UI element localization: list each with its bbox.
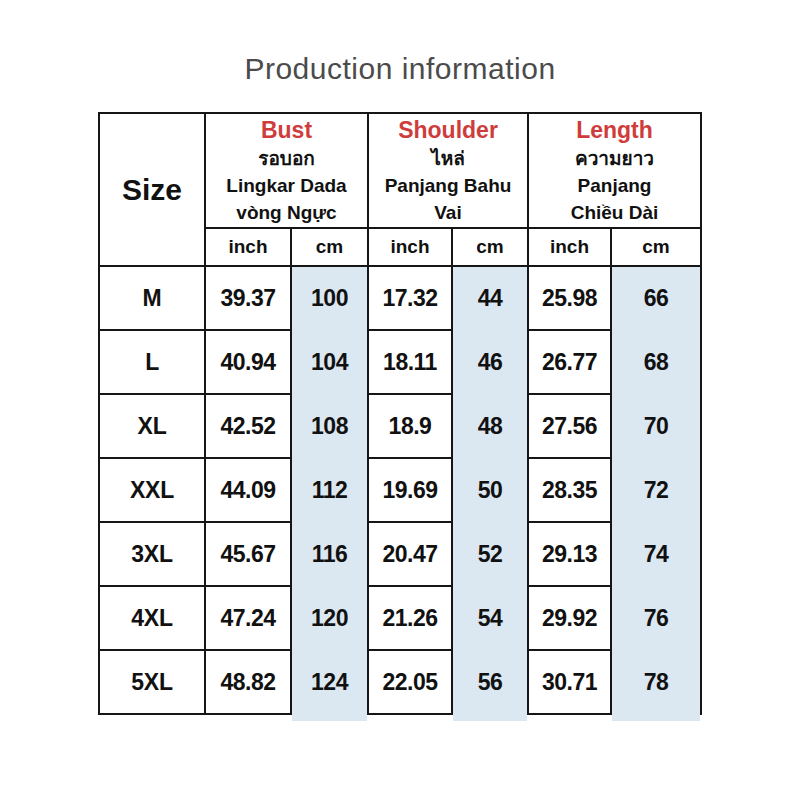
size-label-l: L — [100, 331, 204, 393]
bust-inch-header: inch — [206, 229, 290, 265]
length-label-vi: Chiều Dài — [571, 199, 659, 226]
bust-label-en: Bust — [261, 116, 312, 145]
cell-value: 17.32 — [382, 285, 437, 312]
table-cell: 30.71 — [529, 651, 610, 713]
cell-value: 40.94 — [220, 349, 275, 376]
table-cell: 29.13 — [529, 523, 610, 585]
size-column-header: Size — [100, 114, 204, 265]
bust-cm-header: cm — [292, 229, 367, 265]
table-cell: 45.67 — [206, 523, 290, 585]
cell-value: 54 — [478, 605, 503, 632]
size-label-3xl: 3XL — [100, 523, 204, 585]
bust-label-th: รอบอก — [258, 145, 315, 172]
cell-value: 116 — [312, 541, 348, 568]
cell-value: 112 — [312, 477, 348, 504]
table-cell: 40.94 — [206, 331, 290, 393]
table-cell: 26.77 — [529, 331, 610, 393]
cell-value: 44.09 — [220, 477, 275, 504]
cell-value: 26.77 — [542, 349, 597, 376]
table-cell: 44.09 — [206, 459, 290, 521]
cell-value: 52 — [478, 541, 503, 568]
cell-value: 44 — [478, 285, 503, 312]
table-cell: 27.56 — [529, 395, 610, 457]
table-cell: 17.32 — [369, 267, 451, 329]
length-label-th: ความยาว — [575, 145, 654, 172]
page: Production information Size Bust รอบอก L… — [0, 0, 800, 800]
table-cell: 22.05 — [369, 651, 451, 713]
shoulder-cm-header: cm — [453, 229, 527, 265]
cell-value: 66 — [644, 285, 669, 312]
bust-label-vi: vòng Ngực — [236, 199, 336, 226]
cell-value: 48 — [478, 413, 503, 440]
size-label-xxl: XXL — [100, 459, 204, 521]
table-cell: 19.69 — [369, 459, 451, 521]
cell-value: 74 — [644, 541, 669, 568]
cell-value: 29.13 — [542, 541, 597, 568]
length-column-header: Length ความยาว Panjang Chiều Dài — [529, 114, 700, 227]
table-cell: 29.92 — [529, 587, 610, 649]
shoulder-label-en: Shoulder — [398, 116, 498, 145]
cell-value: 22.05 — [382, 669, 437, 696]
cell-value: 29.92 — [542, 605, 597, 632]
cell-value: 72 — [644, 477, 669, 504]
cell-value: 42.52 — [220, 413, 275, 440]
cell-value: 48.82 — [220, 669, 275, 696]
shoulder-label-id: Panjang Bahu — [385, 172, 512, 199]
table-cell: 47.24 — [206, 587, 290, 649]
table-cell: 18.9 — [369, 395, 451, 457]
shoulder-column-header: Shoulder ไหล่ Panjang Bahu Vai — [369, 114, 527, 227]
cell-value: 108 — [311, 413, 348, 440]
shoulder-label-vi: Vai — [434, 199, 461, 226]
table-cell: 28.35 — [529, 459, 610, 521]
size-label-4xl: 4XL — [100, 587, 204, 649]
cell-value: 30.71 — [542, 669, 597, 696]
table-cell: 48.82 — [206, 651, 290, 713]
cell-value: 50 — [478, 477, 503, 504]
bust-column-header: Bust รอบอก Lingkar Dada vòng Ngực — [206, 114, 367, 227]
bust-label-id: Lingkar Dada — [226, 172, 346, 199]
cell-value: 25.98 — [542, 285, 597, 312]
cell-value: 56 — [478, 669, 503, 696]
cell-value: 68 — [644, 349, 669, 376]
shoulder-label-th: ไหล่ — [431, 145, 465, 172]
shoulder-inch-header: inch — [369, 229, 451, 265]
cell-value: 78 — [644, 669, 669, 696]
table-cell: 18.11 — [369, 331, 451, 393]
cell-value: 28.35 — [542, 477, 597, 504]
cell-value: 47.24 — [220, 605, 275, 632]
size-label-xl: XL — [100, 395, 204, 457]
cell-value: 20.47 — [382, 541, 437, 568]
table-cell: 21.26 — [369, 587, 451, 649]
cell-value: 46 — [478, 349, 503, 376]
cell-value: 104 — [311, 349, 348, 376]
length-cm-header: cm — [612, 229, 700, 265]
cell-value: 100 — [311, 285, 348, 312]
table-cell: 20.47 — [369, 523, 451, 585]
cell-value: 27.56 — [542, 413, 597, 440]
table-cell: 25.98 — [529, 267, 610, 329]
cell-value: 39.37 — [220, 285, 275, 312]
size-chart: Size Bust รอบอก Lingkar Dada vòng Ngực S… — [98, 112, 702, 715]
cell-value: 21.26 — [382, 605, 437, 632]
cell-value: 124 — [311, 669, 348, 696]
cell-value: 19.69 — [382, 477, 437, 504]
length-inch-header: inch — [529, 229, 610, 265]
table-cell: 42.52 — [206, 395, 290, 457]
cell-value: 18.9 — [389, 413, 432, 440]
page-title: Production information — [0, 52, 800, 86]
cell-value: 70 — [644, 413, 669, 440]
size-label-m: M — [100, 267, 204, 329]
cell-value: 18.11 — [383, 349, 437, 376]
cell-value: 76 — [644, 605, 669, 632]
cell-value: 45.67 — [220, 541, 275, 568]
length-label-id: Panjang — [578, 172, 652, 199]
length-label-en: Length — [576, 116, 653, 145]
size-label-5xl: 5XL — [100, 651, 204, 713]
cell-value: 120 — [311, 605, 348, 632]
table-cell: 39.37 — [206, 267, 290, 329]
